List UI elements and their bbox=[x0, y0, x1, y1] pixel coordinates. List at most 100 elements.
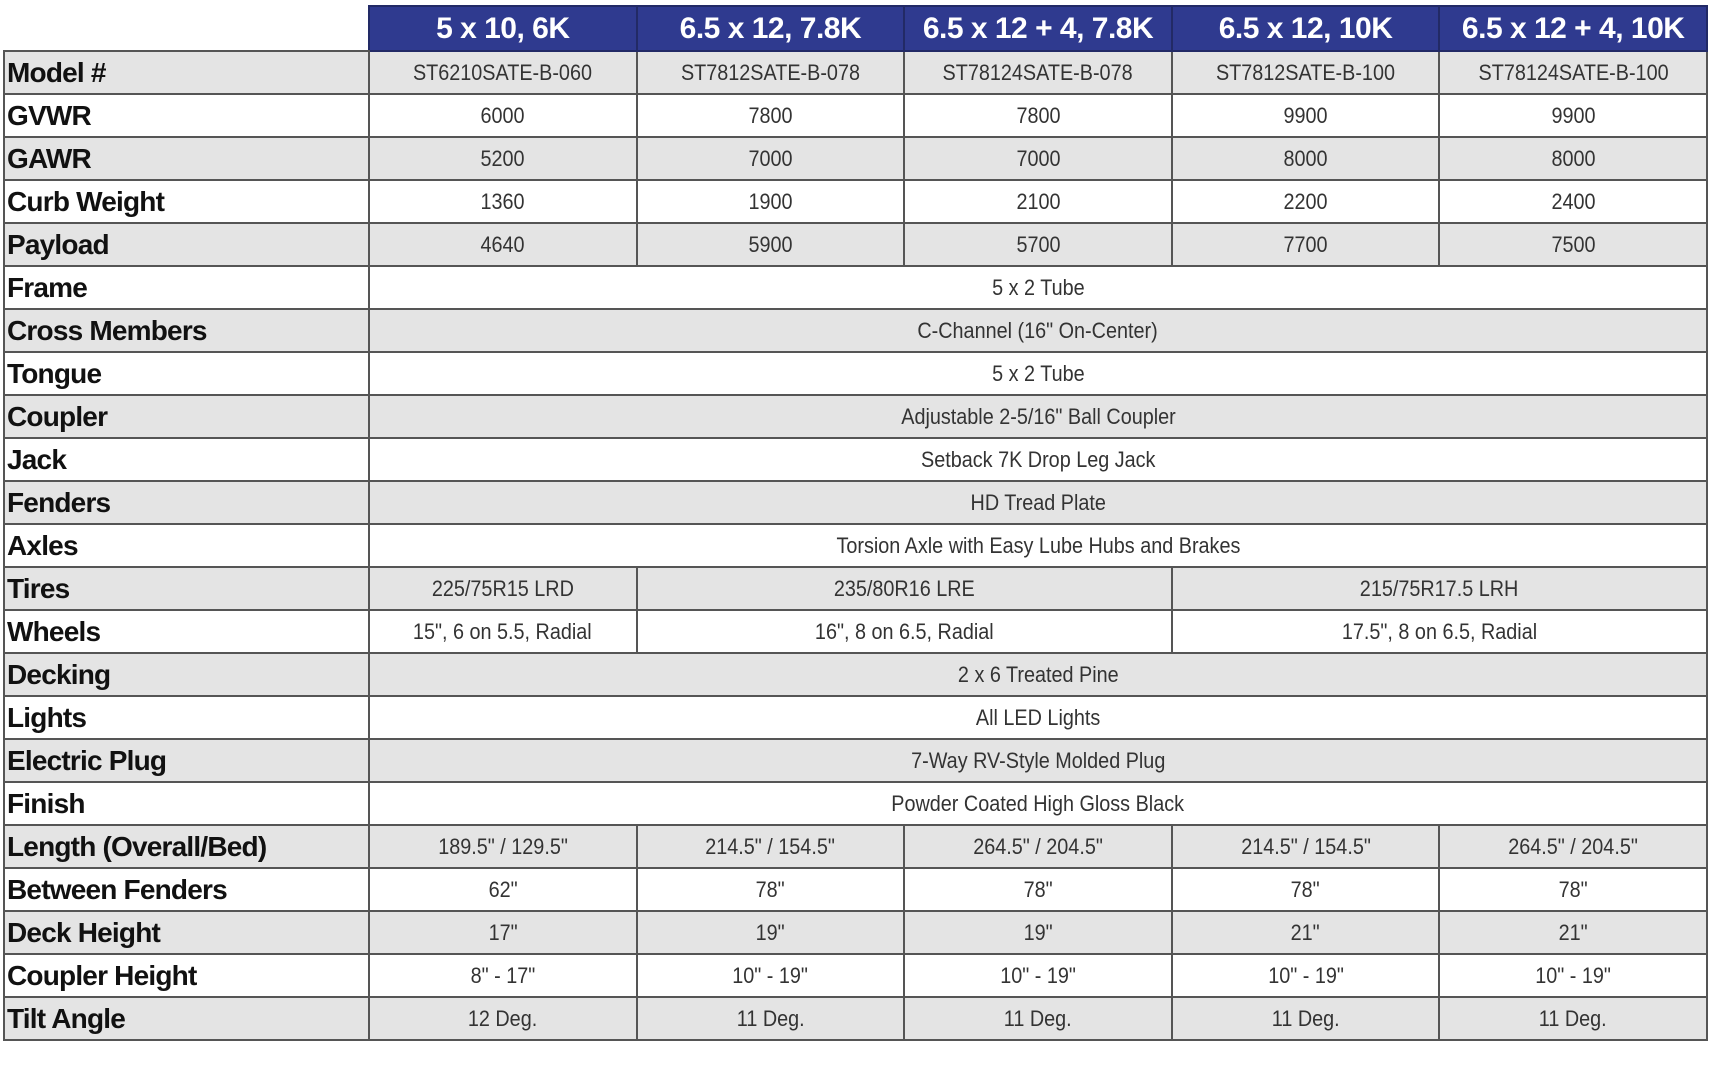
row-label: Coupler Height bbox=[3, 953, 370, 998]
header-row: 5 x 10, 6K 6.5 x 12, 7.8K 6.5 x 12 + 4, … bbox=[4, 5, 1708, 52]
table-cell: Adjustable 2-5/16" Ball Coupler bbox=[368, 394, 1708, 439]
cell-value: 10" - 19" bbox=[1000, 962, 1076, 988]
row-label: Tilt Angle bbox=[3, 996, 370, 1041]
table-cell: 7500 bbox=[1438, 222, 1708, 267]
table-row: GVWR 6000 7800 7800 9900 9900 bbox=[3, 93, 1708, 138]
table-cell: 19" bbox=[635, 910, 906, 955]
table-cell: ST6210SATE-B-060 bbox=[368, 50, 638, 95]
cell-value: 17" bbox=[488, 919, 518, 945]
table-cell: 78" bbox=[1438, 867, 1708, 912]
cell-value: ST6210SATE-B-060 bbox=[413, 59, 593, 85]
table-row: Curb Weight 1360 1900 2100 2200 2400 bbox=[3, 179, 1708, 224]
table-row: Tilt Angle 12 Deg. 11 Deg. 11 Deg. 11 Deg. 11… bbox=[3, 996, 1708, 1041]
row-label: Electric Plug bbox=[3, 738, 370, 783]
table-row: Coupler Adjustable 2-5/16" Ball Coupler bbox=[3, 394, 1708, 439]
table-cell: Setback 7K Drop Leg Jack bbox=[368, 437, 1708, 482]
table-row: Length (Overall/Bed) 189.5" / 129.5" 214.5… bbox=[3, 824, 1708, 869]
table-cell: 7000 bbox=[635, 136, 906, 181]
cell-value: ST7812SATE-B-078 bbox=[680, 59, 860, 85]
cell-value: 12 Deg. bbox=[468, 1005, 538, 1031]
table-cell: 10" - 19" bbox=[635, 953, 906, 998]
table-row: Tongue 5 x 2 Tube bbox=[3, 351, 1708, 396]
table-cell: 10" - 19" bbox=[903, 953, 1173, 998]
cell-value: 8" - 17" bbox=[470, 962, 536, 988]
row-label: Tires bbox=[3, 566, 370, 611]
cell-value: 62" bbox=[488, 876, 518, 902]
cell-value: All LED Lights bbox=[975, 704, 1101, 730]
row-label: Payload bbox=[3, 222, 370, 267]
cell-value: 7000 bbox=[1015, 145, 1061, 171]
table-cell: C-Channel (16" On-Center) bbox=[368, 308, 1708, 353]
table-row: Deck Height 17" 19" 19" 21" 21" bbox=[3, 910, 1708, 955]
cell-value: Setback 7K Drop Leg Jack bbox=[920, 446, 1156, 472]
cell-value: 19" bbox=[1023, 919, 1053, 945]
column-header: 5 x 10, 6K bbox=[368, 5, 638, 52]
table-cell: 189.5" / 129.5" bbox=[368, 824, 638, 869]
row-label: GVWR bbox=[3, 93, 370, 138]
table-row: Jack Setback 7K Drop Leg Jack bbox=[3, 437, 1708, 482]
table-row: Tires 225/75R15 LRD 235/80R16 LRE 215/75R17… bbox=[3, 566, 1709, 611]
cell-value: 7800 bbox=[748, 102, 793, 128]
cell-value: 78" bbox=[1558, 876, 1588, 902]
row-label: Wheels bbox=[3, 609, 370, 654]
table-row: Payload 4640 5900 5700 7700 7500 bbox=[3, 222, 1708, 267]
table-cell: 5 x 2 Tube bbox=[368, 265, 1708, 310]
table-cell: 5900 bbox=[635, 222, 906, 267]
cell-value: 7-Way RV-Style Molded Plug bbox=[910, 747, 1166, 773]
cell-value: 1360 bbox=[480, 188, 525, 214]
table-row: Decking 2 x 6 Treated Pine bbox=[3, 652, 1708, 697]
table-cell: 6000 bbox=[368, 93, 638, 138]
cell-value: 10" - 19" bbox=[732, 962, 809, 988]
cell-value: 8000 bbox=[1551, 145, 1596, 171]
table-cell: 8000 bbox=[1438, 136, 1708, 181]
table-cell: 215/75R17.5 LRH bbox=[1170, 566, 1709, 611]
column-header: 6.5 x 12, 10K bbox=[1170, 5, 1441, 52]
table-cell: 10" - 19" bbox=[1438, 953, 1708, 998]
table-cell: 264.5" / 204.5" bbox=[1438, 824, 1708, 869]
table-cell: 7-Way RV-Style Molded Plug bbox=[368, 738, 1708, 783]
cell-value: 5700 bbox=[1015, 231, 1061, 257]
table-cell: 7800 bbox=[903, 93, 1173, 138]
table-cell: Torsion Axle with Easy Lube Hubs and Bra… bbox=[368, 523, 1708, 568]
row-label: Cross Members bbox=[3, 308, 370, 353]
table-row: Coupler Height 8" - 17" 10" - 19" 10" - 19"… bbox=[3, 953, 1708, 998]
table-cell: 21" bbox=[1170, 910, 1441, 955]
cell-value: 264.5" / 204.5" bbox=[1508, 833, 1639, 859]
table-cell: 11 Deg. bbox=[635, 996, 906, 1041]
row-label: Jack bbox=[3, 437, 370, 482]
table-cell: 10" - 19" bbox=[1170, 953, 1441, 998]
cell-value: 7800 bbox=[1015, 102, 1061, 128]
table-cell: ST78124SATE-B-078 bbox=[903, 50, 1173, 95]
cell-value: 264.5" / 204.5" bbox=[973, 833, 1103, 859]
cell-value: 9900 bbox=[1283, 102, 1328, 128]
row-label: Between Fenders bbox=[3, 867, 370, 912]
row-label: Fenders bbox=[3, 480, 370, 525]
cell-value: Powder Coated High Gloss Black bbox=[891, 790, 1185, 816]
table-cell: 7700 bbox=[1170, 222, 1441, 267]
cell-value: 1900 bbox=[748, 188, 793, 214]
table-cell: 62" bbox=[368, 867, 638, 912]
table-row: Axles Torsion Axle with Easy Lube Hubs an… bbox=[3, 523, 1708, 568]
cell-value: 235/80R16 LRE bbox=[833, 575, 975, 601]
table-cell: 5200 bbox=[368, 136, 638, 181]
row-label: Length (Overall/Bed) bbox=[3, 824, 370, 869]
spec-table: 5 x 10, 6K 6.5 x 12, 7.8K 6.5 x 12 + 4, … bbox=[3, 5, 1709, 1041]
table-cell: Powder Coated High Gloss Black bbox=[368, 781, 1708, 826]
cell-value: C-Channel (16" On-Center) bbox=[917, 317, 1159, 343]
table-cell: 11 Deg. bbox=[1438, 996, 1708, 1041]
cell-value: 225/75R15 LRD bbox=[431, 575, 574, 601]
table-cell: 19" bbox=[903, 910, 1173, 955]
table-cell: 11 Deg. bbox=[903, 996, 1173, 1041]
cell-value: 19" bbox=[755, 919, 785, 945]
table-cell: 78" bbox=[903, 867, 1173, 912]
table-cell: 2100 bbox=[903, 179, 1173, 224]
cell-value: 16", 8 on 6.5, Radial bbox=[814, 618, 994, 644]
cell-value: 11 Deg. bbox=[1539, 1005, 1608, 1031]
cell-value: ST78124SATE-B-100 bbox=[1478, 59, 1669, 85]
cell-value: 8000 bbox=[1283, 145, 1328, 171]
table-row: Wheels 15", 6 on 5.5, Radial 16", 8 on 6.5… bbox=[3, 609, 1709, 654]
cell-value: 7500 bbox=[1551, 231, 1596, 257]
row-label: Axles bbox=[3, 523, 370, 568]
cell-value: ST78124SATE-B-078 bbox=[942, 59, 1134, 85]
cell-value: 5 x 2 Tube bbox=[991, 360, 1085, 386]
